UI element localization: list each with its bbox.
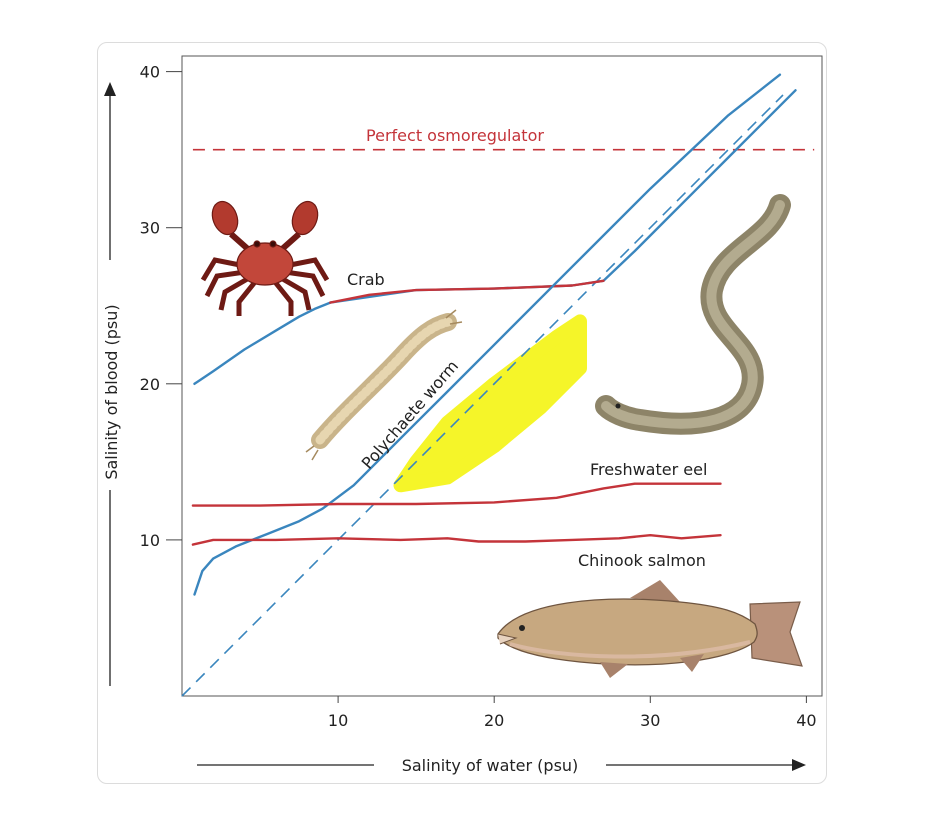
chinook-salmon-label: Chinook salmon	[578, 551, 706, 570]
polychaete-worm-line	[193, 73, 782, 596]
perfect-osmoregulator-label: Perfect osmoregulator	[366, 126, 544, 145]
chinook-salmon-line	[191, 534, 722, 546]
x-axis-label: Salinity of water (psu)	[402, 756, 579, 775]
isoosmotic-line	[181, 94, 784, 697]
polychaete-worm-icon	[305, 309, 463, 461]
plot-frame	[181, 55, 823, 697]
axis-ticks: 10 20 30 40 10 20 30 40	[140, 63, 817, 730]
highlight-mark	[393, 314, 587, 493]
y-tick-label: 30	[140, 219, 160, 238]
y-tick-label: 10	[140, 531, 160, 550]
salmon-icon	[497, 580, 803, 678]
x-tick-label: 10	[328, 711, 348, 730]
x-tick-label: 30	[640, 711, 660, 730]
reference-layer	[181, 94, 815, 697]
y-axis-label: Salinity of blood (psu)	[102, 304, 121, 479]
series-layer	[191, 73, 797, 596]
highlight-layer	[393, 314, 587, 493]
freshwater-eel-line	[191, 482, 722, 507]
y-tick-label: 40	[140, 63, 160, 82]
crab-icon	[200, 200, 330, 316]
freshwater-eel-label: Freshwater eel	[590, 460, 707, 479]
eel-icon	[595, 194, 791, 435]
x-tick-label: 20	[484, 711, 504, 730]
x-tick-label: 40	[796, 711, 816, 730]
crab-label: Crab	[347, 270, 385, 289]
crab-regulated-line	[329, 279, 605, 304]
y-tick-label: 20	[140, 375, 160, 394]
